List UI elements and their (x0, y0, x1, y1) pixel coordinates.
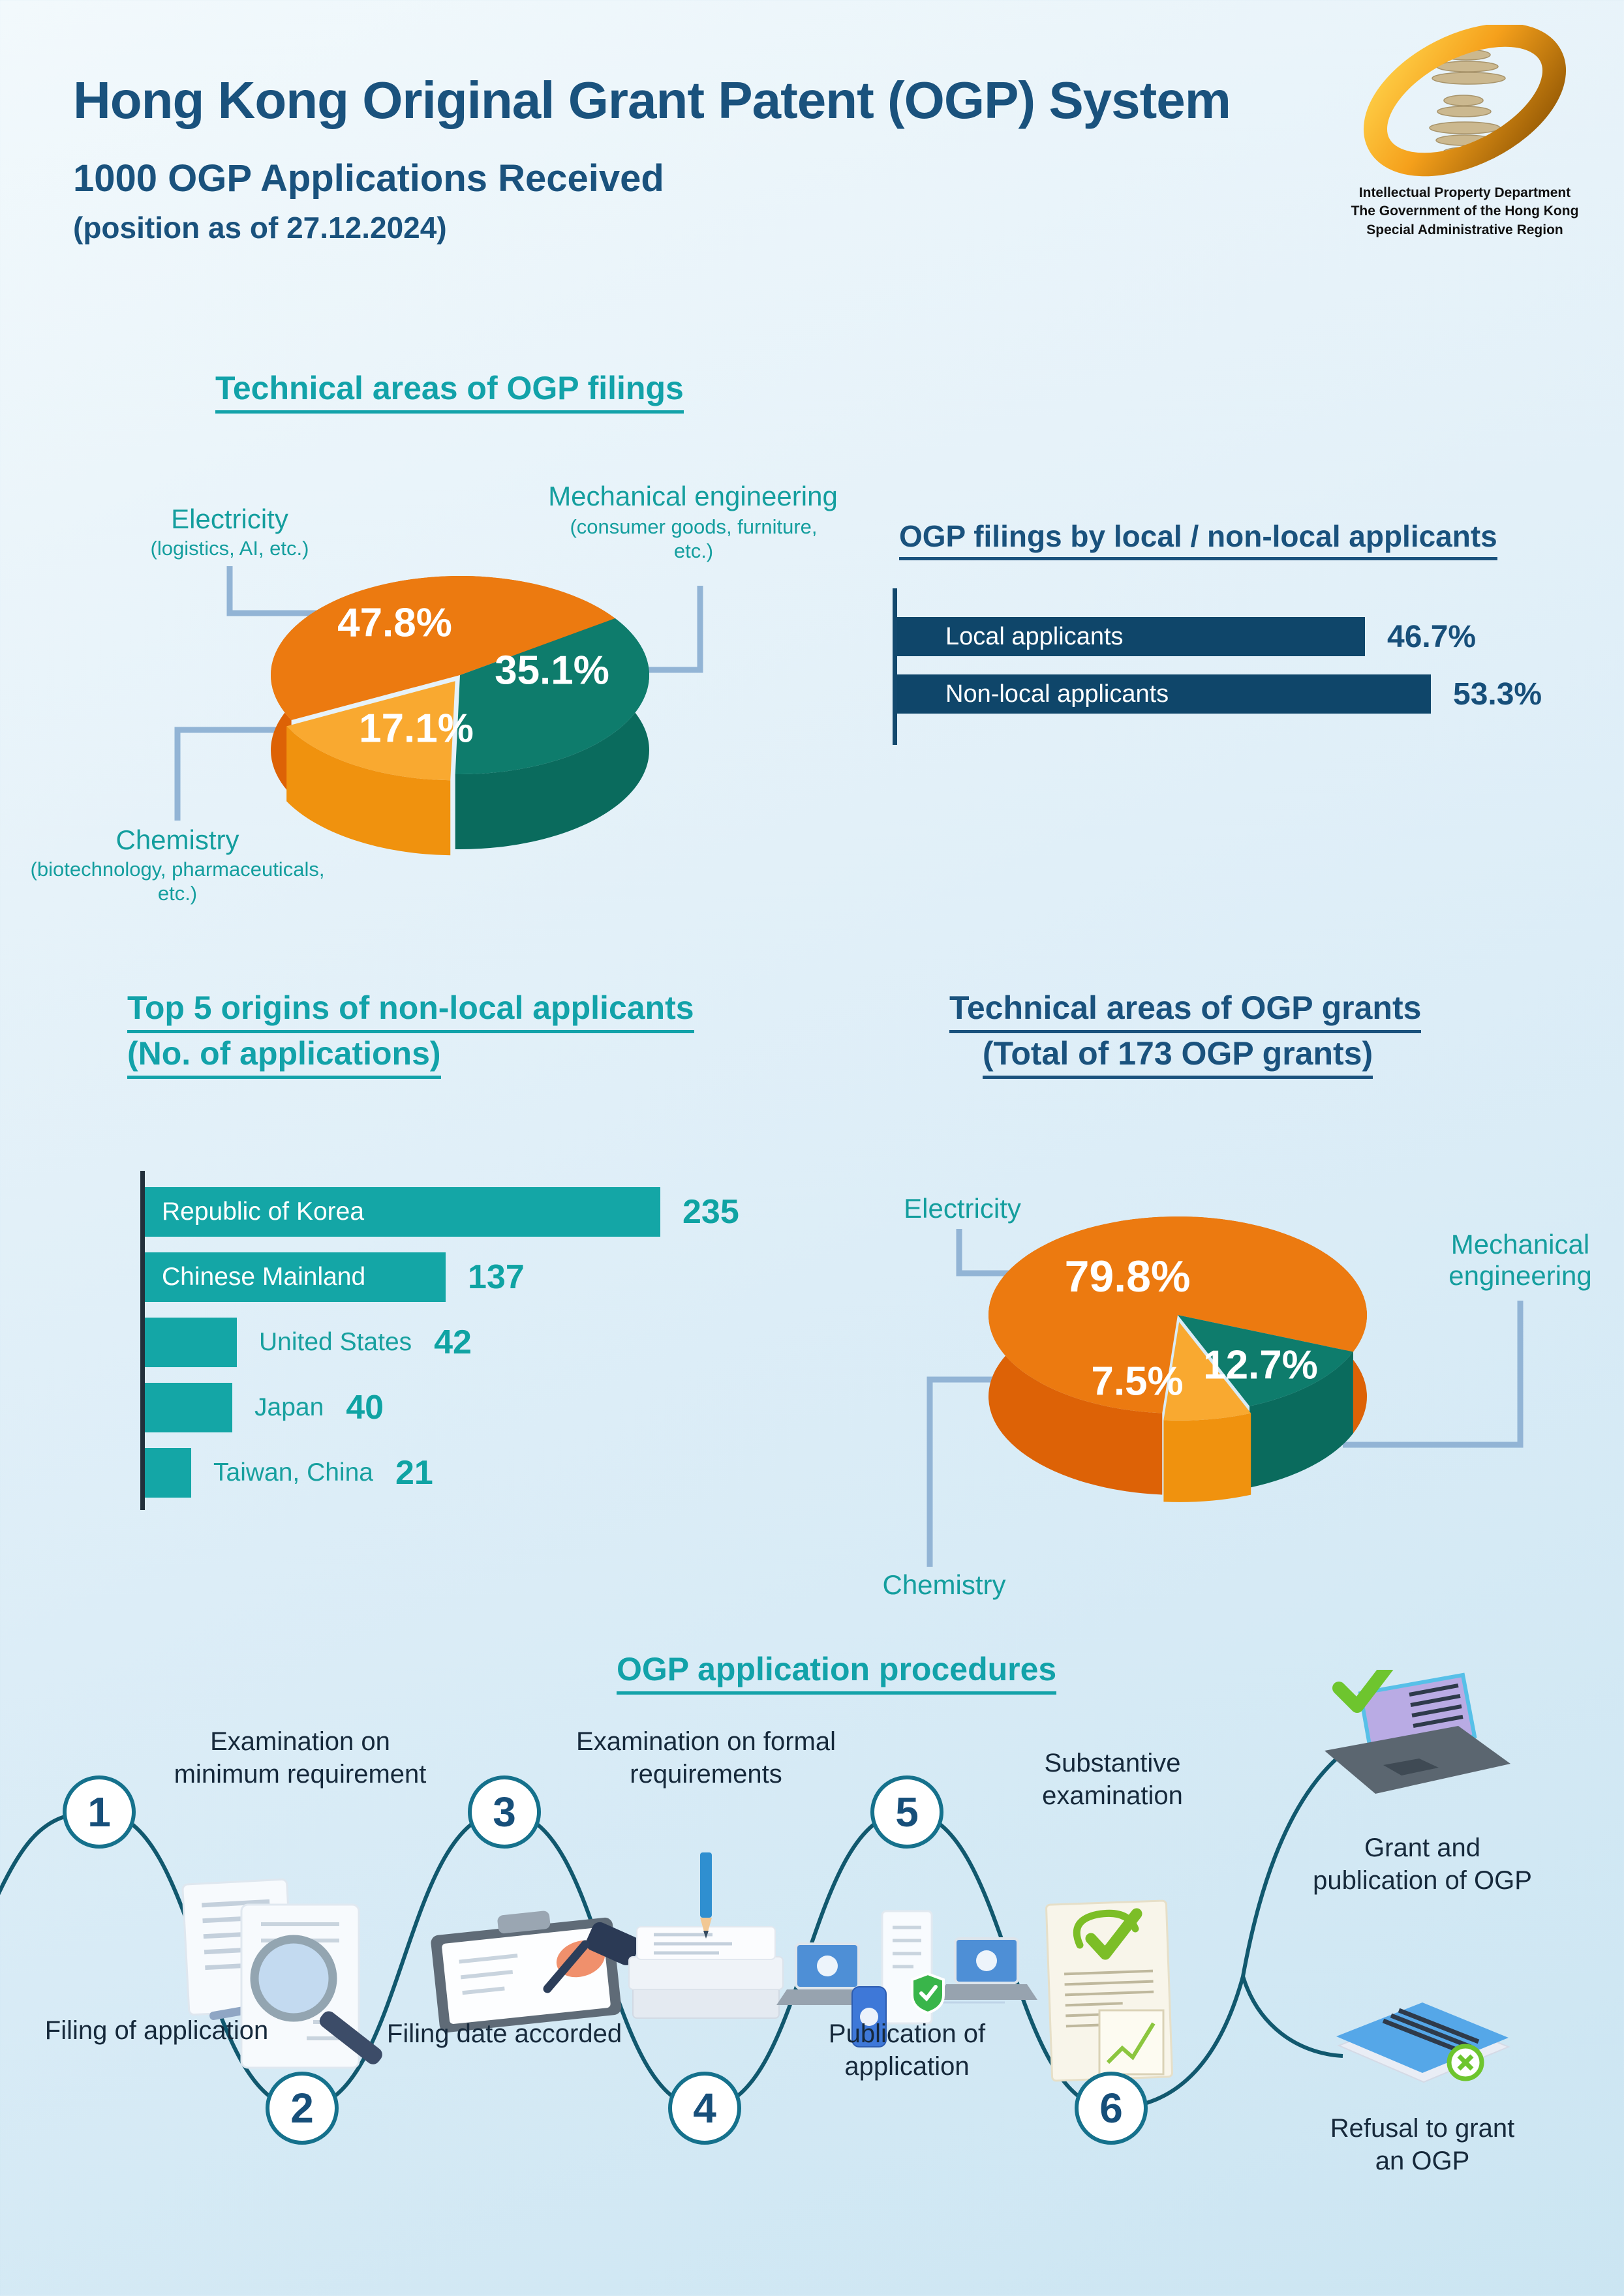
filings-pie-title: Technical areas of OGP filings (215, 369, 684, 414)
origin-row-taiwan: Taiwan, China 21 (145, 1448, 433, 1498)
origin-label-mainland: Chinese Mainland (162, 1263, 366, 1291)
grants-title-line1: Technical areas of OGP grants (949, 989, 1422, 1033)
step-label-4: Examination on formal requirements (576, 1727, 836, 1789)
local-applicants-row: Local applicants 46.7% (897, 617, 1476, 656)
step-label-6: Substantive examination (1042, 1749, 1183, 1810)
step-circle-2: 2 (266, 2072, 339, 2145)
clipboard-signature-icon (431, 1911, 640, 2032)
procedures-flow (0, 1670, 1510, 2111)
local-applicants-value: 46.7% (1387, 619, 1477, 654)
local-applicants-label: Local applicants (945, 622, 1124, 650)
origin-bar-mainland: Chinese Mainland (145, 1252, 446, 1302)
origin-bar-japan (145, 1383, 232, 1432)
grants-chemistry-pct: 7.5% (1091, 1359, 1184, 1404)
origin-row-japan: Japan 40 (145, 1383, 384, 1432)
origins-title-line2: (No. of applications) (127, 1035, 441, 1079)
flow-branch-grant (1241, 1751, 1344, 1977)
origin-label-us: United States (259, 1328, 412, 1356)
grants-chemistry-label: Chemistry (882, 1569, 1006, 1600)
nonlocal-applicants-bar: Non-local applicants (897, 674, 1431, 714)
step-label-3: Filing date accorded (386, 2019, 622, 2048)
origins-axis (140, 1171, 145, 1510)
origin-label-korea: Republic of Korea (162, 1198, 365, 1226)
step-number: 6 (1099, 2085, 1123, 2132)
page-subtitle: 1000 OGP Applications Received (73, 157, 664, 200)
flow-branch-refusal (1241, 1976, 1343, 2058)
origin-bar-korea: Republic of Korea (145, 1187, 660, 1237)
filings-chemistry-label: Chemistry (115, 824, 239, 855)
step-label-5: Publication of application (828, 2019, 986, 2081)
step-number: 1 (87, 1789, 111, 1835)
grants-title-line2: (Total of 173 OGP grants) (949, 1035, 1406, 1079)
paper-stack-pencil-icon (628, 1852, 784, 2019)
origin-row-korea: Republic of Korea 235 (145, 1187, 739, 1237)
step-label-1: Filing of application (44, 2016, 269, 2045)
procedures-title: OGP application procedures (617, 1650, 1057, 1695)
filings-electricity-label: Electricity (171, 504, 288, 534)
page-title: Hong Kong Original Grant Patent (OGP) Sy… (73, 71, 1231, 129)
local-bars-title: OGP filings by local / non-local applica… (899, 519, 1497, 560)
step-circle-6: 6 (1075, 2072, 1148, 2145)
origins-title-line1: Top 5 origins of non-local applicants (127, 989, 694, 1033)
step-number: 5 (895, 1789, 919, 1835)
origin-value-korea: 235 (682, 1193, 739, 1231)
step-number: 2 (290, 2085, 314, 2132)
outcome-label-grant: Grant and publication of OGP (1313, 1834, 1532, 1895)
step-circle-4: 4 (668, 2072, 741, 2145)
origin-bar-us (145, 1318, 237, 1367)
substantive-doc-icon (1045, 1899, 1173, 2082)
filings-pie-chart (270, 575, 650, 856)
filings-chemistry-sublabel: (biotechnology, pharmaceuticals, etc.) (30, 858, 325, 905)
grants-pie-chart (988, 1216, 1367, 1502)
logo-line: Intellectual Property Department (1358, 185, 1571, 200)
publication-devices-icon (776, 1910, 1037, 2047)
origin-value-taiwan: 21 (395, 1454, 433, 1492)
origin-bar-taiwan (145, 1448, 191, 1498)
filings-mechanical-pct: 35.1% (495, 648, 609, 693)
origin-label-japan: Japan (254, 1393, 324, 1421)
origin-row-mainland: Chinese Mainland 137 (145, 1252, 525, 1302)
local-bars-axis (893, 588, 897, 745)
grants-electricity-label: Electricity (904, 1193, 1021, 1224)
nonlocal-applicants-label: Non-local applicants (945, 680, 1169, 708)
step-circle-3: 3 (468, 1775, 541, 1849)
step-circle-5: 5 (870, 1775, 943, 1849)
logo-line: The Government of the Hong Kong (1351, 204, 1579, 219)
magnifier-document-icon (240, 1903, 382, 2069)
nonlocal-applicants-value: 53.3% (1453, 676, 1542, 712)
ipd-logo-icon (1363, 25, 1567, 177)
origin-value-japan: 40 (346, 1389, 384, 1427)
filings-chemistry-pct: 17.1% (359, 706, 474, 751)
local-applicants-bar: Local applicants (897, 617, 1365, 656)
origin-value-us: 42 (434, 1323, 472, 1361)
step-circle-1: 1 (63, 1775, 136, 1849)
grants-mechanical-pct: 12.7% (1203, 1342, 1318, 1388)
filings-electricity-pct: 47.8% (337, 600, 452, 646)
filings-electricity-sublabel: (logistics, AI, etc.) (150, 537, 309, 560)
grants-electricity-pct: 79.8% (1064, 1252, 1191, 1301)
step-number: 3 (493, 1789, 516, 1835)
nonlocal-applicants-row: Non-local applicants 53.3% (897, 674, 1542, 714)
position-note: (position as of 27.12.2024) (73, 211, 447, 245)
filings-mechanical-sublabel: (consumer goods, furniture, etc.) (570, 515, 818, 563)
grant-laptop-icon (1325, 1670, 1510, 1794)
grants-mechanical-label: Mechanical engineering (1448, 1229, 1592, 1292)
step-number: 4 (693, 2085, 716, 2132)
step-label-2: Examination on minimum requirement (174, 1727, 427, 1789)
ipd-logo-text: Intellectual Property Department The Gov… (1308, 184, 1621, 239)
refusal-book-icon (1336, 2002, 1510, 2083)
origin-value-mainland: 137 (468, 1258, 525, 1296)
logo-line: Special Administrative Region (1366, 222, 1563, 237)
filings-mechanical-label: Mechanical engineering (548, 481, 838, 511)
outcome-label-refusal: Refusal to grant an OGP (1330, 2114, 1515, 2175)
origin-label-taiwan: Taiwan, China (213, 1458, 373, 1487)
origin-row-us: United States 42 (145, 1318, 472, 1367)
